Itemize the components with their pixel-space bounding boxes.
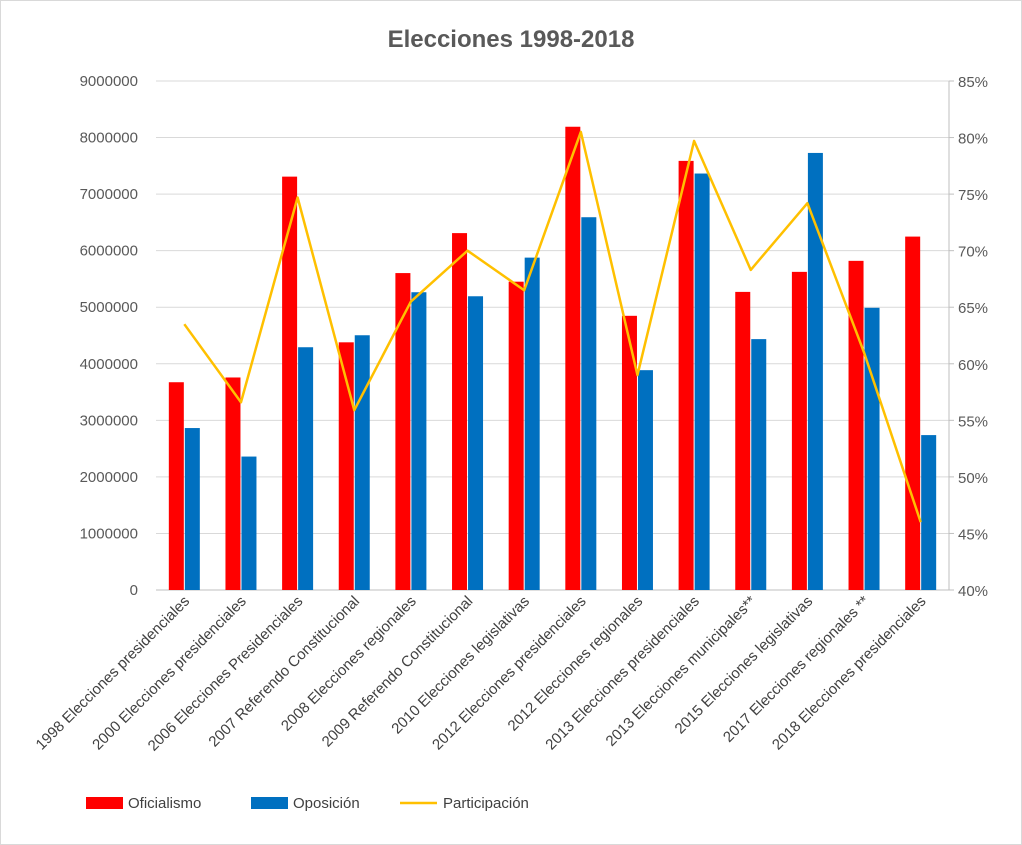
oficialismo-bar: [508, 281, 524, 590]
gridlines: [156, 80, 949, 534]
oficialismo-bar: [565, 126, 581, 591]
right-tick-label: 75%: [958, 187, 988, 204]
right-tick-label: 60%: [958, 357, 988, 374]
oficialismo-bar: [225, 377, 241, 590]
left-tick-label: 3000000: [80, 412, 138, 429]
oposicion-bar: [694, 173, 710, 591]
oposicion-bar: [581, 217, 597, 590]
right-tick-label: 85%: [958, 74, 988, 91]
oficialismo-bar: [168, 382, 184, 590]
oficialismo-bar: [905, 236, 921, 590]
oficialismo-bar: [791, 271, 807, 590]
oposicion-bar: [411, 292, 427, 590]
left-tick-label: 4000000: [80, 356, 138, 373]
right-tick-label: 55%: [958, 413, 988, 430]
oposicion-legend-swatch: [251, 797, 288, 809]
oficialismo-bar: [848, 260, 864, 590]
oficialismo-bar: [452, 233, 468, 590]
oposicion-bar: [184, 428, 200, 590]
oficialismo-bar: [338, 342, 354, 590]
oposicion-bar: [637, 370, 653, 590]
oposicion-bar: [807, 152, 823, 590]
right-tick-label: 40%: [958, 583, 988, 600]
oficialismo-bar: [621, 315, 637, 590]
left-tick-label: 1000000: [80, 525, 138, 542]
left-tick-label: 8000000: [80, 130, 138, 147]
legend-label: Oposición: [293, 795, 360, 812]
legend: Oficialismo Oposición Participación: [86, 795, 529, 812]
chart-title: Elecciones 1998-2018: [388, 26, 635, 53]
oficialismo-legend-swatch: [86, 797, 123, 809]
participation-polyline: [183, 130, 922, 523]
oposicion-bar: [241, 456, 257, 590]
right-tick-label: 65%: [958, 300, 988, 317]
left-tick-label: 9000000: [80, 73, 138, 90]
right-axis: 40% 45% 50% 55% 60% 65% 70% 75% 80% 85%: [948, 74, 988, 600]
left-tick-label: 2000000: [80, 469, 138, 486]
left-tick-label: 5000000: [80, 299, 138, 316]
right-tick-label: 45%: [958, 526, 988, 543]
left-tick-label: 0: [130, 582, 138, 599]
oposicion-bar: [354, 335, 370, 590]
oposicion-bar: [921, 435, 937, 590]
participation-line: [183, 130, 922, 523]
oficialismo-bar: [678, 160, 694, 590]
oposicion-bar: [468, 296, 484, 590]
oposicion-bar: [751, 339, 767, 590]
bars: [168, 126, 937, 591]
left-tick-label: 7000000: [80, 186, 138, 203]
right-tick-label: 80%: [958, 131, 988, 148]
right-tick-label: 50%: [958, 470, 988, 487]
oposicion-bar: [864, 307, 880, 590]
right-tick-label: 70%: [958, 244, 988, 261]
oficialismo-bar: [395, 273, 411, 590]
oficialismo-bar: [735, 291, 751, 590]
legend-label: Participación: [443, 795, 529, 812]
left-tick-label: 6000000: [80, 243, 138, 260]
oposicion-bar: [524, 257, 540, 590]
oposicion-bar: [298, 347, 314, 590]
legend-label: Oficialismo: [128, 795, 201, 812]
oficialismo-bar: [282, 176, 298, 590]
